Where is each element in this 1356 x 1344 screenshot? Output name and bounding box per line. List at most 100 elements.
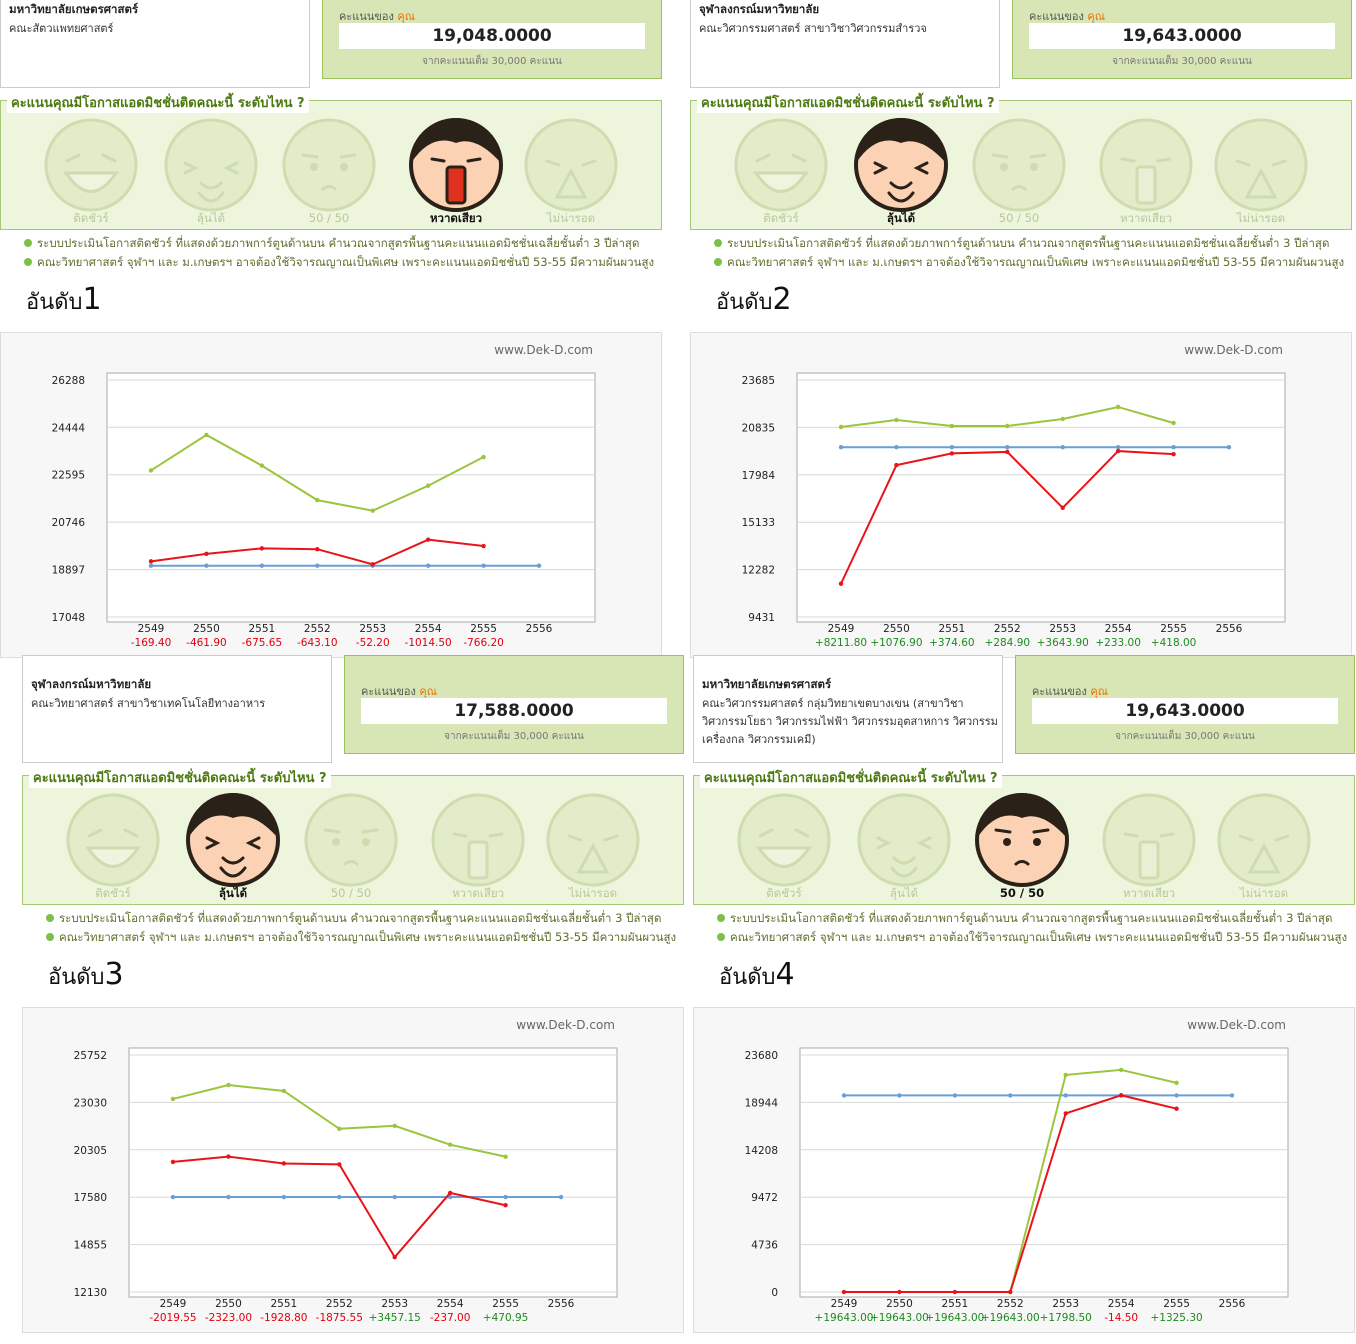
rating-label: หวาดเสียว [452,886,504,900]
x-tick-label: 2552 [304,623,331,635]
series-point [897,1093,902,1098]
difference-label: -2019.55 [149,1312,196,1324]
face-line [890,866,918,878]
x-tick-label: 2552 [997,1298,1024,1310]
y-tick-label: 4736 [751,1240,778,1252]
series-point [337,1126,342,1131]
rating-question: คะแนนคุณมีโอกาสแอดมิชชั่นติดคณะนี้ ระดับ… [29,767,331,788]
face-line [183,161,239,175]
faculty-name: คณะวิศวกรรมศาสตร์ กลุ่มวิทยาเขตบางเขน (ส… [702,697,998,746]
y-tick-label: 20835 [742,422,775,434]
result-panel: จุฬาลงกรณ์มหาวิทยาลัย คณะวิทยาศาสตร์ สาขา… [22,655,684,1335]
y-tick-label: 24444 [52,422,86,434]
note-bullet [46,933,54,941]
difference-label: -766.20 [463,637,504,649]
rating-label: ติดชัวร์ [95,886,130,900]
face-eye [332,838,340,846]
series-point [503,1203,508,1208]
series-point [1174,1093,1179,1098]
face-eye [1033,838,1041,846]
rating-label: 50 / 50 [309,211,349,225]
series-point [949,451,955,456]
difference-label: -1014.50 [405,637,452,649]
face-head [546,793,640,887]
face-eye [1030,163,1038,171]
series-point [315,497,320,503]
difference-label: +1076.90 [870,637,922,649]
rating-label: ติดชัวร์ [766,886,801,900]
rank-label: อันดับ [719,965,776,990]
note-bullet [714,239,722,247]
rating-label: ไม่น่ารอด [568,886,617,900]
series-point [503,1154,508,1159]
note-bullet [717,914,725,922]
series-point [1063,1111,1068,1116]
note-bullet [24,258,32,266]
series-point [1005,449,1010,455]
face-head [1099,118,1193,212]
series-point [204,563,209,568]
difference-label: -52.20 [356,637,390,649]
series-point [1115,448,1121,454]
chart: www.Dek-D.com 17048 18897 20746 22595 24444 26… [0,332,662,658]
faculty-name: คณะวิทยาศาสตร์ สาขาวิชาเทคโนโลยีทางอาหาร [31,697,266,710]
series-point [281,1161,287,1166]
notes: ระบบประเมินโอกาสติดชัวร์ ที่แสดงด้วยภาพก… [717,909,1347,947]
series-point [1174,1106,1179,1111]
score-label-you: คุณ [1090,685,1108,698]
series-point [337,1162,342,1167]
score-box: คะแนนของ คุณ 19,643.0000 จากคะแนนเต็ม 30,0… [1012,0,1352,79]
face-icon [66,793,160,887]
y-tick-label: 23030 [74,1097,107,1109]
face-line [892,856,916,865]
face-icon [854,118,948,212]
score-value: 17,588.0000 [361,698,667,724]
series-point [425,563,431,568]
series-point [1226,445,1232,450]
face-icon [164,118,258,212]
face-mouth [467,840,489,880]
score-label: คะแนนของ คุณ [339,7,415,25]
face-icon [546,793,640,887]
series-point [894,462,899,468]
y-tick-label: 22595 [52,470,85,482]
rank-heading: อันดับ2 [716,282,792,319]
x-tick-label: 2554 [1105,623,1132,635]
face-line [323,828,379,834]
face-line [1235,159,1287,167]
difference-label: +3457.15 [369,1312,421,1324]
face-line [755,153,807,163]
face-line [1123,832,1175,838]
series-point [1229,1093,1235,1098]
series-point [1118,1093,1124,1098]
difference-label: -169.40 [131,637,172,649]
rating-label: 50 / 50 [999,211,1039,225]
note-row: คณะวิทยาศาสตร์ จุฬาฯ และ ม.เกษตรฯ อาจต้อ… [717,928,1347,947]
series-point [481,563,486,568]
series-point [447,1142,453,1147]
difference-label: -2323.00 [205,1312,252,1324]
series-point [1171,451,1176,457]
series-point [841,1289,847,1295]
x-tick-label: 2555 [1163,1298,1190,1310]
notes: ระบบประเมินโอกาสติดชัวร์ ที่แสดงด้วยภาพก… [714,234,1344,272]
note-row: ระบบประเมินโอกาสติดชัวร์ ที่แสดงด้วยภาพก… [24,234,654,253]
series-point [1005,445,1010,450]
x-tick-label: 2550 [215,1298,242,1310]
face-line [197,191,225,203]
watermark: www.Dek-D.com [494,343,593,357]
series-point [425,483,431,488]
score-value: 19,643.0000 [1032,698,1338,724]
face-line [1120,157,1172,163]
difference-label: +418.00 [1151,637,1197,649]
series-point [1060,445,1065,450]
score-label-you: คุณ [397,10,415,23]
score-label-you: คุณ [419,685,437,698]
rating-question: คะแนนคุณมีโอกาสแอดมิชชั่นติดคณะนี้ ระดับ… [7,92,309,113]
series-point [370,508,375,513]
x-tick-label: 2556 [1216,623,1243,635]
result-panel: มหาวิทยาลัยเกษตรศาสตร์ คณะสัตวแพทยศาสตร์ค… [0,0,662,660]
score-label: คะแนนของ คุณ [1032,682,1108,700]
rating-label: ลุ้นได้ [219,886,247,901]
face-hair [188,793,278,838]
